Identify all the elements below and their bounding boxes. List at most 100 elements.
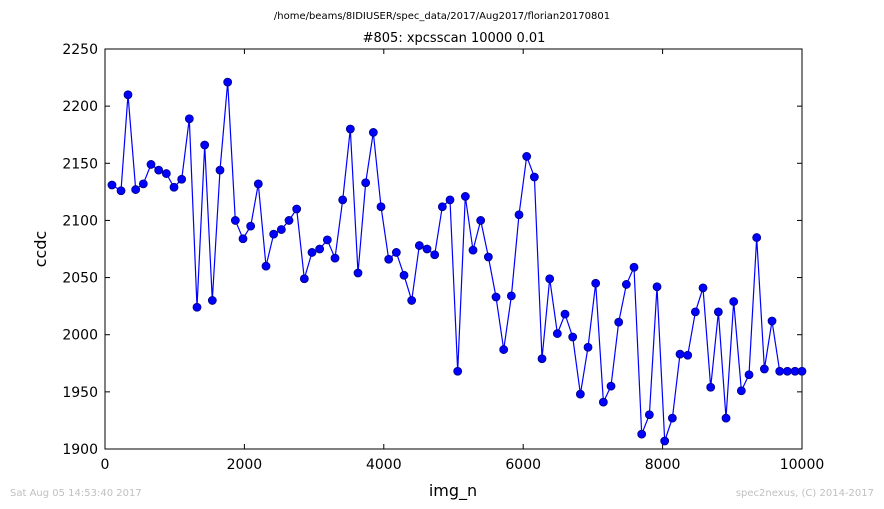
data-point: [422, 244, 432, 254]
data-point: [269, 229, 279, 239]
data-point: [468, 245, 478, 255]
y-tick-label: 2000: [62, 328, 98, 344]
y-tick-label: 1950: [62, 385, 98, 401]
data-point: [223, 77, 233, 87]
data-point: [407, 296, 417, 305]
data-point: [621, 280, 631, 289]
data-point: [184, 114, 194, 124]
data-point: [675, 349, 685, 359]
chart-title: #805: xpcsscan 10000 0.01: [363, 31, 546, 46]
data-point: [215, 165, 225, 175]
data-point: [568, 332, 578, 342]
y-tick-label: 2200: [62, 99, 98, 115]
data-point: [690, 307, 700, 317]
data-point: [253, 179, 263, 189]
data-point: [629, 262, 639, 272]
y-tick-label: 2050: [62, 271, 98, 287]
plot-area: [104, 48, 803, 450]
data-point: [384, 254, 394, 264]
data-point: [276, 225, 286, 234]
x-tick-label: 8000: [645, 457, 681, 473]
data-point: [169, 182, 179, 192]
data-point: [775, 366, 785, 376]
data-point: [123, 90, 133, 100]
data-point: [736, 386, 746, 396]
data-point: [782, 366, 792, 376]
y-tick-label: 1900: [62, 442, 98, 458]
data-point: [453, 366, 463, 376]
data-point: [729, 297, 739, 306]
data-point: [430, 250, 440, 260]
data-point: [683, 350, 693, 360]
data-point: [261, 261, 271, 271]
data-point: [637, 429, 647, 439]
data-point: [614, 317, 624, 327]
data-point: [506, 291, 516, 301]
data-point: [545, 274, 555, 284]
data-point: [322, 235, 332, 245]
data-point: [721, 413, 731, 423]
x-tick-label: 2000: [227, 457, 263, 473]
footer-credit: spec2nexus, (C) 2014-2017: [735, 488, 874, 499]
data-point: [537, 354, 547, 364]
data-point: [514, 210, 524, 220]
data-point: [177, 174, 187, 184]
data-point: [315, 244, 325, 254]
y-axis-label: ccdc: [31, 231, 50, 268]
data-point: [491, 292, 501, 302]
data-point: [759, 364, 769, 374]
data-point: [652, 282, 662, 292]
y-tick-label: 2150: [62, 156, 98, 172]
data-point: [706, 382, 716, 392]
data-point: [583, 342, 593, 352]
data-point: [307, 248, 317, 257]
data-point: [116, 186, 126, 196]
data-point: [591, 278, 601, 288]
data-point: [529, 172, 539, 182]
data-point: [698, 283, 708, 293]
data-point: [391, 248, 401, 257]
data-point: [138, 179, 148, 189]
data-point: [131, 185, 141, 194]
data-point: [560, 309, 570, 319]
data-point: [445, 195, 455, 205]
file-path-header: /home/beams/8IDIUSER/spec_data/2017/Aug2…: [274, 11, 610, 22]
data-point: [476, 216, 486, 225]
x-tick-label: 6000: [505, 457, 541, 473]
data-point: [192, 302, 202, 312]
footer-timestamp: Sat Aug 05 14:53:40 2017: [10, 488, 142, 499]
data-point: [767, 316, 777, 326]
data-point: [345, 124, 355, 134]
data-point: [107, 180, 117, 190]
data-point: [238, 234, 248, 244]
data-point: [644, 410, 654, 420]
data-point: [414, 241, 424, 250]
data-point: [598, 397, 608, 407]
data-point: [575, 389, 585, 399]
x-axis-label: img_n: [429, 481, 477, 501]
y-tick-label: 2250: [62, 42, 98, 58]
data-point: [499, 345, 509, 354]
data-point: [292, 204, 302, 214]
data-point: [284, 216, 294, 225]
data-point: [376, 202, 386, 212]
data-point: [299, 274, 309, 284]
data-markers: [107, 77, 807, 446]
data-point: [230, 216, 240, 225]
data-point: [161, 169, 171, 178]
axis-ticks: 0 2000 4000 6000 8000 10000 1900 1950 2000 2050 21…: [62, 42, 824, 473]
data-point: [713, 307, 723, 317]
y-tick-label: 2100: [62, 213, 98, 229]
data-point: [552, 329, 562, 338]
data-point: [660, 436, 670, 446]
data-point: [437, 202, 447, 212]
data-point: [667, 413, 677, 423]
x-tick-label: 10000: [780, 457, 825, 473]
x-tick-label: 4000: [366, 457, 402, 473]
data-point: [338, 195, 348, 205]
data-point: [246, 221, 256, 231]
data-point: [606, 381, 616, 391]
data-point: [330, 253, 340, 263]
data-point: [744, 370, 754, 380]
